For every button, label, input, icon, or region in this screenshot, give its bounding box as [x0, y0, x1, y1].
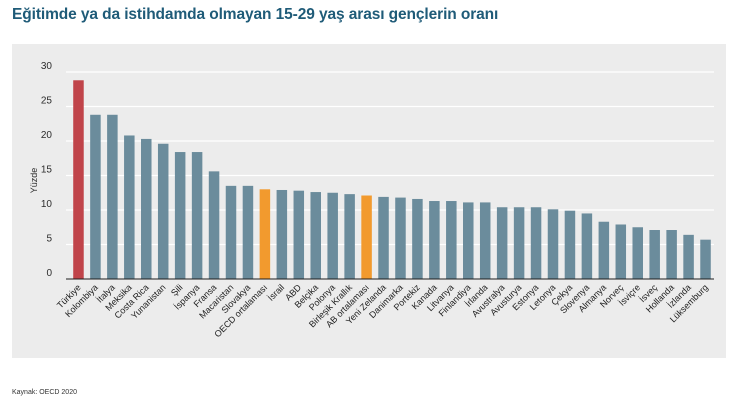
bar — [479, 202, 491, 279]
bar — [124, 135, 135, 279]
y-tick-label: 25 — [41, 96, 53, 107]
category-label: İsrail — [266, 282, 287, 303]
bar — [395, 197, 406, 279]
y-tick-label: 30 — [41, 61, 53, 72]
y-tick-label: 10 — [41, 199, 53, 210]
bar — [361, 195, 372, 279]
bar — [174, 152, 186, 279]
bar — [344, 194, 355, 279]
bar — [378, 196, 389, 279]
bar — [276, 189, 288, 279]
bar — [496, 207, 508, 279]
chart-panel: 0 5 10 15 20 25 30 Yüzde Türkiye Kolombiya İtalya M… — [12, 44, 726, 358]
bar — [259, 189, 271, 279]
bar — [208, 171, 220, 279]
bar — [293, 190, 305, 279]
y-tick-label: 20 — [41, 130, 53, 141]
bar — [157, 143, 169, 279]
bar — [429, 201, 440, 279]
bar — [225, 185, 237, 279]
bar — [666, 230, 677, 279]
bar — [649, 230, 660, 279]
chart-title: Eğitimde ya da istihdamda olmayan 15-29 … — [12, 6, 499, 23]
bar — [581, 213, 593, 279]
bar — [141, 138, 152, 279]
bar — [632, 227, 643, 279]
bar — [683, 234, 694, 279]
bar — [412, 198, 423, 279]
bar — [327, 192, 338, 279]
bar — [73, 80, 84, 279]
bar — [242, 185, 254, 279]
bar-chart: 051015202530YüzdeTürkiyeKolombiyaİtalyaM… — [29, 61, 714, 339]
y-axis-label: Yüzde — [29, 168, 39, 194]
bar — [191, 152, 203, 279]
y-tick-label: 5 — [46, 234, 52, 245]
bar — [310, 192, 321, 279]
bar — [547, 209, 559, 279]
bar — [615, 224, 627, 279]
y-tick-label: 0 — [46, 268, 52, 279]
bar — [513, 207, 525, 279]
bar — [530, 207, 542, 279]
y-tick-label: 15 — [41, 165, 53, 176]
bar — [564, 210, 576, 279]
source-note: Kaynak: OECD 2020 — [12, 389, 77, 396]
bar — [700, 239, 711, 279]
bar — [446, 201, 457, 279]
bar — [598, 221, 610, 279]
bar — [90, 114, 101, 279]
bar — [463, 202, 474, 279]
bar — [107, 114, 118, 279]
